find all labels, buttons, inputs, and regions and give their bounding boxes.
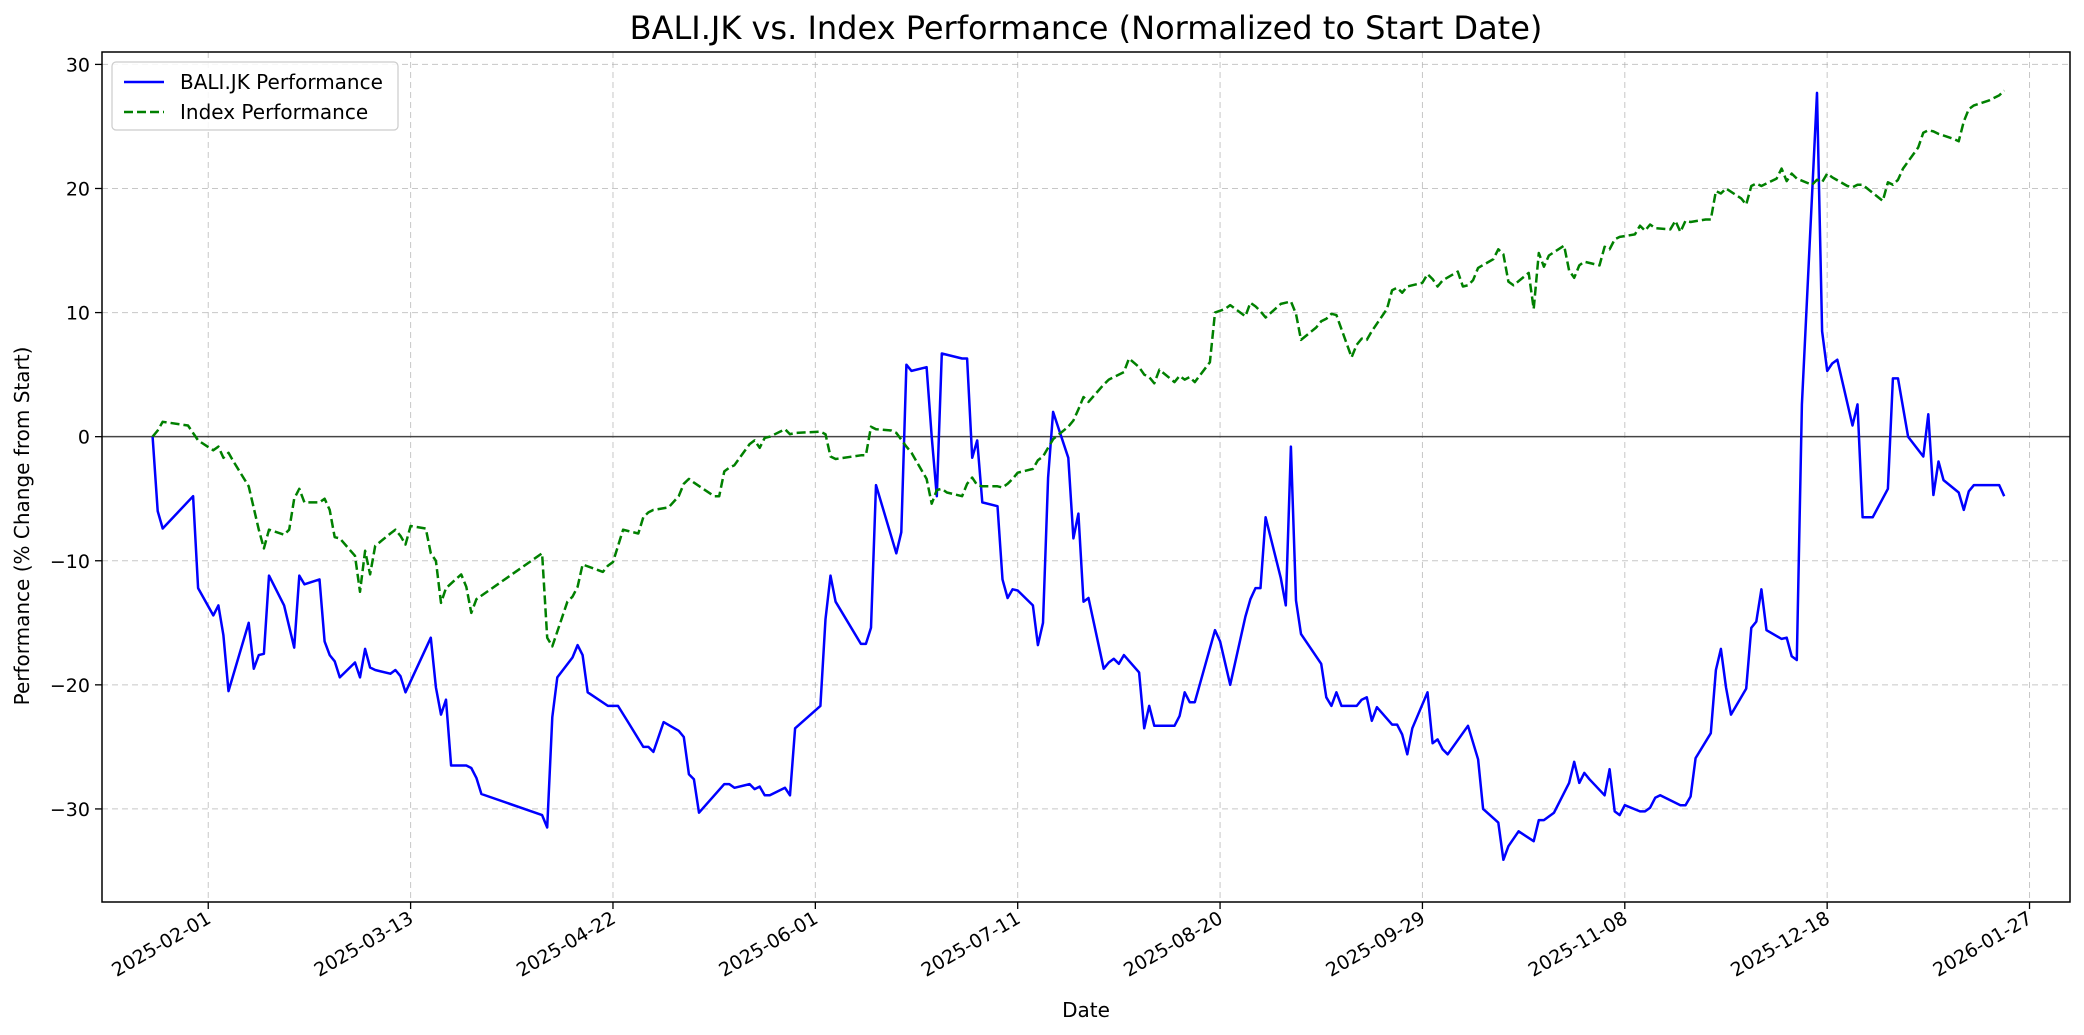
y-axis-title: Performance (% Change from Start) bbox=[10, 347, 34, 706]
x-tick-label: 2025-04-22 bbox=[513, 907, 620, 981]
x-tick-label: 2025-06-01 bbox=[715, 907, 822, 981]
series-line-0 bbox=[151, 91, 2006, 862]
x-axis-ticks: 2025-02-01 2025-03-13 2025-04-22 2025-06-01… bbox=[108, 902, 2036, 982]
x-tick-label: 2025-08-20 bbox=[1120, 907, 1227, 981]
x-tick-label: 2025-11-08 bbox=[1525, 907, 1632, 981]
legend: BALI.JK Performance Index Performance bbox=[111, 61, 399, 131]
plot-frame bbox=[101, 51, 2071, 903]
legend-label-1: Index Performance bbox=[180, 100, 368, 124]
x-axis-title: Date bbox=[1062, 998, 1110, 1022]
legend-label-0: BALI.JK Performance bbox=[180, 70, 383, 94]
chart-title: BALI.JK vs. Index Performance (Normalize… bbox=[630, 9, 1543, 47]
x-tick-label: 2025-07-11 bbox=[918, 907, 1025, 981]
y-tick-label: 10 bbox=[66, 303, 90, 325]
y-tick-label: 0 bbox=[78, 427, 90, 449]
x-tick-label: 2026-01-27 bbox=[1929, 907, 2036, 981]
y-axis-ticks: −30 −20 −10 0 10 20 30 bbox=[50, 54, 102, 821]
legend-box bbox=[111, 61, 399, 131]
x-tick-label: 2025-12-18 bbox=[1727, 907, 1834, 981]
x-tick-label: 2025-09-29 bbox=[1322, 907, 1429, 981]
y-tick-label: −10 bbox=[50, 551, 90, 573]
series-line-1 bbox=[151, 89, 2006, 648]
series-layer bbox=[151, 89, 2006, 862]
x-tick-label: 2025-02-01 bbox=[108, 907, 215, 981]
y-tick-label: −20 bbox=[50, 675, 90, 697]
x-tick-label: 2025-03-13 bbox=[310, 907, 417, 981]
y-tick-label: −30 bbox=[50, 799, 90, 821]
y-tick-label: 30 bbox=[66, 54, 90, 76]
y-tick-label: 20 bbox=[66, 178, 90, 200]
